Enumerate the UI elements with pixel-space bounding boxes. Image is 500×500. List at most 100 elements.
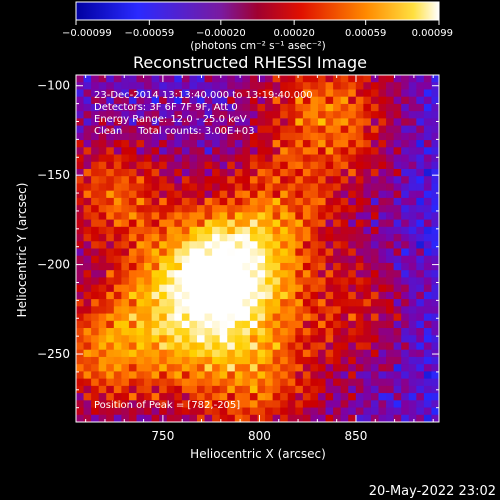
- heatmap-cell: [287, 393, 296, 401]
- heatmap-cell: [174, 82, 183, 91]
- heatmap-cell: [318, 371, 327, 380]
- heatmap-cell: [166, 291, 175, 300]
- heatmap-cell: [272, 234, 281, 242]
- colorbar-tick-label: 0.00059: [345, 28, 386, 39]
- heatmap-cell: [318, 234, 327, 242]
- heatmap-cell: [113, 96, 122, 105]
- heatmap-cell: [219, 89, 228, 98]
- heatmap-cell: [151, 190, 160, 199]
- heatmap-cell: [166, 393, 175, 401]
- heatmap-cell: [378, 125, 387, 134]
- heatmap-cell: [310, 118, 319, 127]
- heatmap-cell: [91, 190, 100, 199]
- heatmap-cell: [83, 82, 92, 91]
- heatmap-cell: [363, 371, 372, 380]
- heatmap-cell: [91, 335, 100, 344]
- heatmap-cell: [393, 190, 402, 199]
- heatmap-cell: [318, 393, 327, 401]
- heatmap-cell: [408, 118, 417, 127]
- heatmap-cell: [416, 125, 425, 134]
- heatmap-cell: [159, 313, 168, 322]
- heatmap-cell: [166, 212, 175, 221]
- heatmap-cell: [91, 140, 100, 148]
- heatmap-cell: [219, 299, 228, 307]
- heatmap-cell: [234, 328, 243, 336]
- heatmap-cell: [370, 356, 380, 365]
- heatmap-cell: [431, 364, 439, 372]
- heatmap-cell: [257, 414, 266, 422]
- heatmap-cell: [265, 103, 274, 112]
- heatmap-cell: [363, 212, 372, 221]
- heatmap-cell: [249, 385, 259, 394]
- heatmap-cell: [393, 241, 402, 250]
- heatmap-cell: [295, 291, 304, 300]
- heatmap-cell: [159, 82, 168, 91]
- heatmap-cell: [166, 262, 175, 271]
- heatmap-cell: [159, 335, 168, 344]
- heatmap-cell: [197, 277, 206, 286]
- heatmap-cell: [242, 161, 251, 170]
- heatmap-cell: [287, 89, 296, 98]
- heatmap-cell: [98, 255, 107, 264]
- heatmap-cell: [401, 270, 410, 279]
- heatmap-cell: [121, 154, 130, 163]
- heatmap-cell: [416, 306, 425, 315]
- heatmap-cell: [295, 161, 304, 170]
- heatmap-cell: [431, 197, 439, 206]
- heatmap-cell: [295, 234, 304, 242]
- heatmap-cell: [386, 385, 395, 394]
- heatmap-cell: [144, 103, 153, 112]
- heatmap-cell: [340, 335, 349, 344]
- heatmap-cell: [348, 75, 357, 83]
- heatmap-cell: [91, 132, 100, 141]
- heatmap-cell: [333, 190, 342, 199]
- heatmap-cell: [159, 291, 168, 300]
- heatmap-cell: [318, 125, 327, 134]
- heatmap-cell: [287, 407, 296, 416]
- heatmap-cell: [227, 118, 236, 127]
- colorbar-tick-label: −0.00099: [62, 28, 112, 39]
- heatmap-cell: [212, 393, 221, 401]
- peak-position-label: Position of Peak = [782,-205]: [94, 400, 240, 411]
- heatmap-cell: [408, 82, 417, 91]
- heatmap-cell: [295, 270, 304, 279]
- heatmap-cell: [242, 284, 251, 293]
- heatmap-cell: [333, 364, 342, 372]
- heatmap-cell: [144, 154, 153, 163]
- heatmap-cell: [401, 241, 410, 250]
- heatmap-cell: [181, 234, 191, 242]
- heatmap-cell: [370, 197, 380, 206]
- heatmap-cell: [219, 328, 228, 336]
- heatmap-cell: [204, 414, 213, 422]
- heatmap-cell: [287, 262, 296, 271]
- heatmap-cell: [174, 132, 183, 141]
- heatmap-cell: [257, 335, 266, 344]
- heatmap-cell: [98, 400, 107, 409]
- heatmap-cell: [431, 241, 439, 250]
- heatmap-cell: [76, 219, 85, 228]
- heatmap-cell: [280, 342, 289, 351]
- heatmap-cell: [106, 226, 115, 235]
- heatmap-cell: [340, 313, 349, 322]
- heatmap-cell: [234, 407, 243, 416]
- heatmap-cell: [302, 407, 312, 416]
- heatmap-cell: [325, 371, 334, 380]
- heatmap-cell: [242, 364, 251, 372]
- heatmap-cell: [83, 414, 92, 422]
- heatmap-cell: [363, 270, 372, 279]
- heatmap-cell: [348, 176, 357, 185]
- heatmap-cell: [121, 378, 130, 387]
- heatmap-cell: [181, 241, 191, 250]
- heatmap-cell: [355, 219, 364, 228]
- heatmap-cell: [370, 176, 380, 185]
- heatmap-cell: [83, 96, 92, 105]
- heatmap-cell: [272, 176, 281, 185]
- heatmap-cell: [189, 284, 198, 293]
- heatmap-cell: [265, 89, 274, 98]
- heatmap-cell: [310, 400, 319, 409]
- heatmap-cell: [393, 132, 402, 141]
- heatmap-cell: [219, 132, 228, 141]
- heatmap-cell: [166, 96, 175, 105]
- heatmap-cell: [212, 89, 221, 98]
- heatmap-cell: [310, 335, 319, 344]
